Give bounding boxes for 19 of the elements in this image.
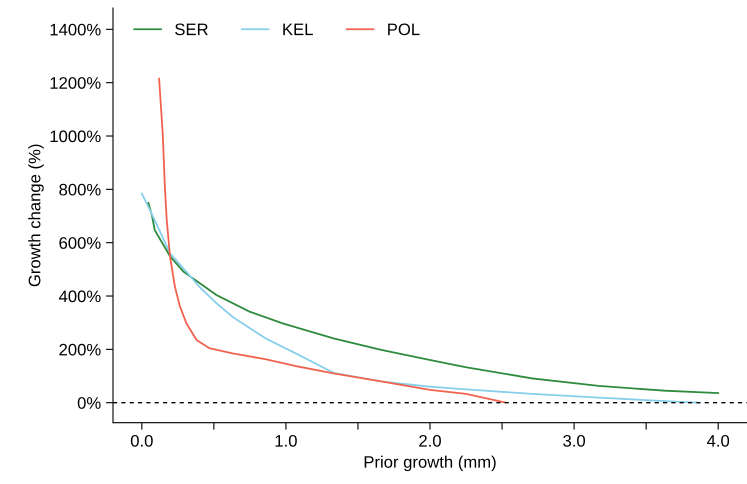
y-tick-label: 200% — [59, 344, 101, 356]
y-axis-title: Growth change (%) — [28, 144, 44, 286]
y-tick-label: 600% — [59, 237, 101, 249]
x-axis-title: Prior growth (mm) — [364, 456, 496, 472]
legend-label: POL — [388, 23, 420, 36]
line-series — [158, 78, 506, 404]
x-tick-label: 2.0 — [419, 434, 441, 447]
y-tick-label: 0% — [78, 397, 101, 409]
y-tick-label: 400% — [58, 290, 101, 302]
x-tick-label: 4.0 — [706, 434, 730, 447]
x-tick-label: 3.0 — [563, 434, 586, 447]
y-tick-label: 1000% — [50, 130, 101, 142]
x-tick-label: 1.0 — [276, 434, 297, 447]
y-tick-label: 1200% — [50, 77, 101, 89]
legend-label: KEL — [283, 24, 313, 36]
y-tick-label: 1400% — [50, 24, 101, 36]
x-tick-label: 0.0 — [130, 434, 153, 447]
y-tick-label: 800% — [59, 184, 101, 196]
legend-label: SER — [175, 23, 208, 36]
